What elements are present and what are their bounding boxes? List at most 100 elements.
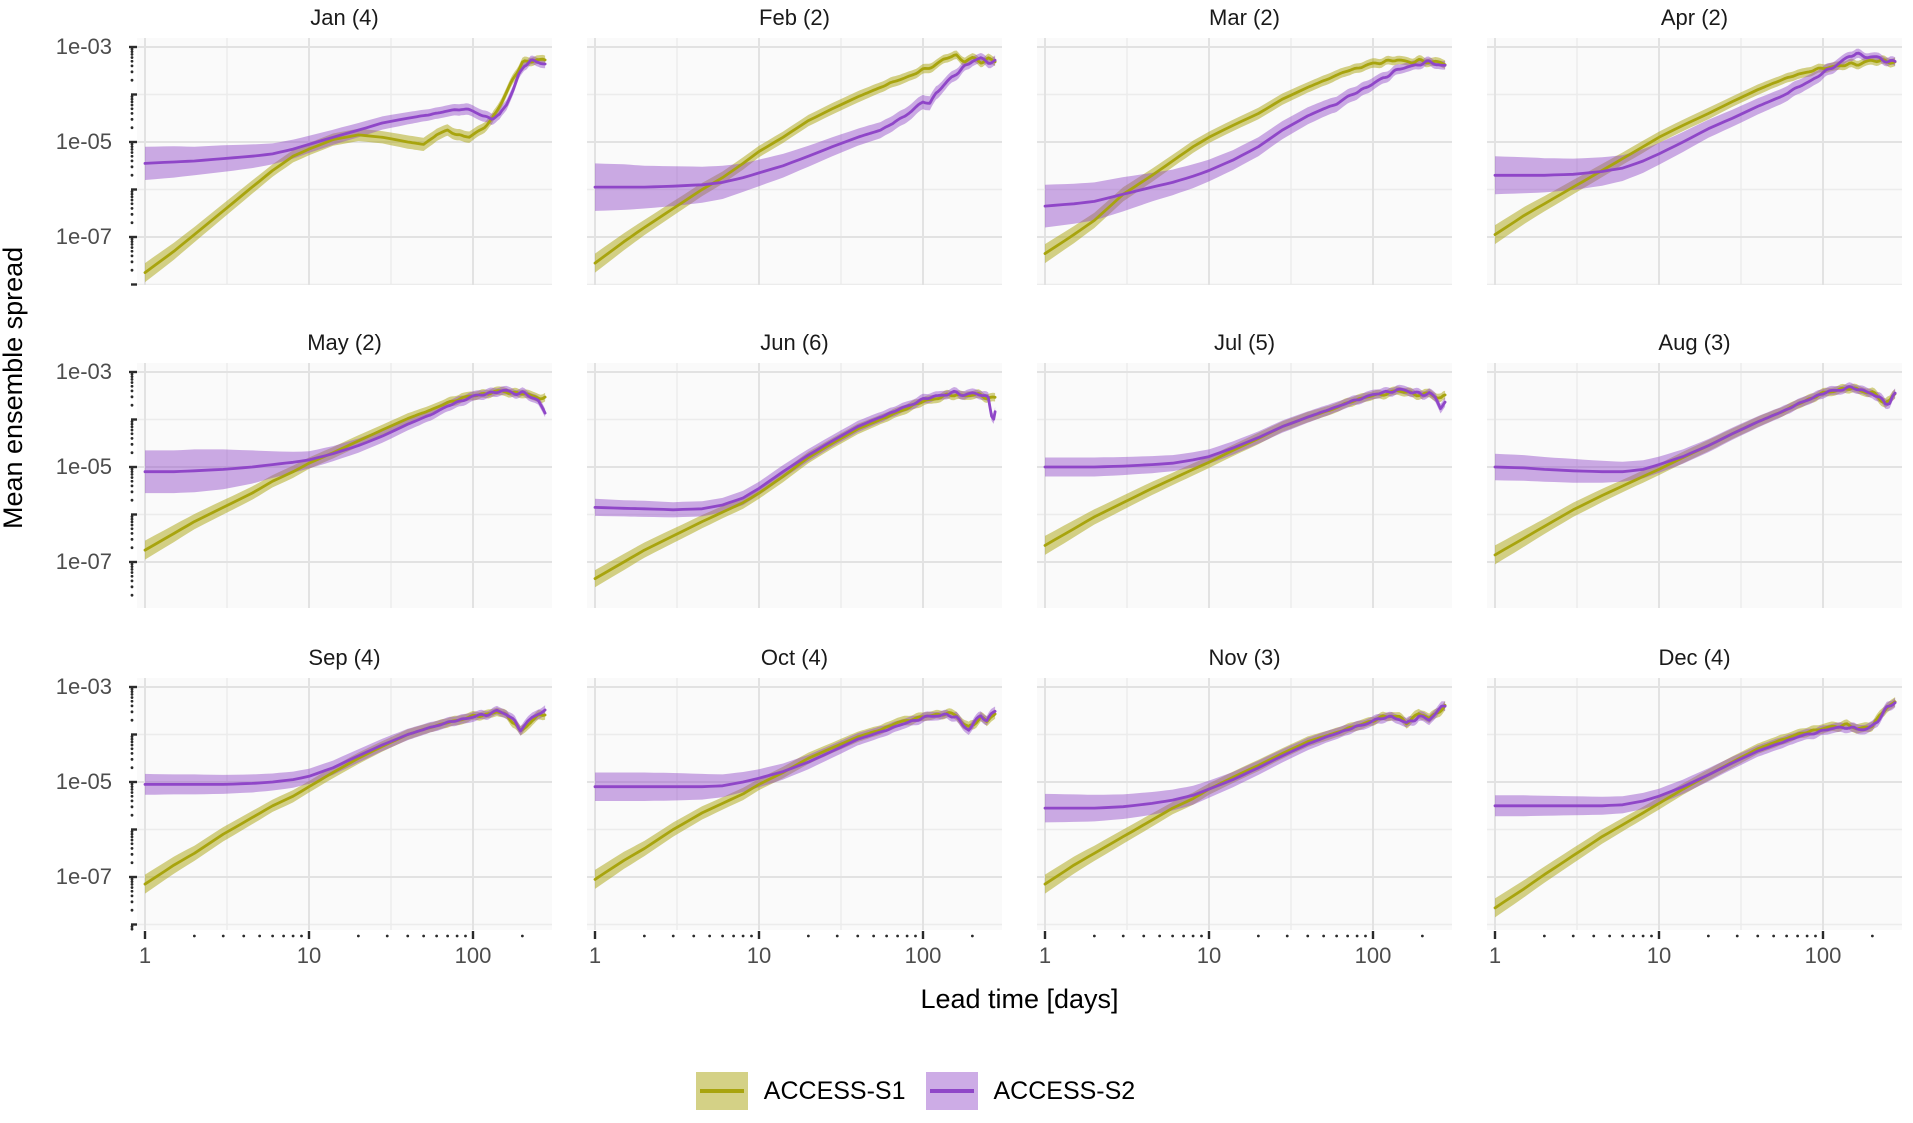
x-tick-label: 100 — [454, 943, 492, 968]
y-axis-title: Mean ensemble spread — [0, 246, 28, 529]
x-tick-label: 10 — [746, 943, 772, 968]
ribbon-access-s2 — [595, 53, 996, 211]
facet-panel — [1037, 38, 1452, 285]
x-tick-label: 100 — [1804, 943, 1842, 968]
panel-background — [137, 678, 552, 930]
line-access-s2 — [143, 58, 547, 165]
panel-background — [587, 363, 1002, 608]
y-tick-label: 1e-07 — [55, 864, 112, 889]
gridlines-major — [1487, 678, 1902, 930]
ribbon-access-s2 — [1495, 382, 1896, 483]
gridlines-major — [587, 38, 1002, 285]
facet-title: Jun (6) — [760, 330, 829, 355]
y-tick-label: 1e-05 — [55, 129, 112, 154]
line-access-s1 — [1493, 700, 1897, 910]
y-tick-label: 1e-03 — [55, 34, 112, 59]
facet-title: Dec (4) — [1658, 645, 1731, 670]
line-access-s2 — [1493, 51, 1897, 177]
panel-background — [137, 363, 552, 608]
ribbon-access-s2 — [1495, 48, 1896, 195]
ribbon-access-s2 — [595, 387, 996, 518]
x-tick-label: 10 — [1646, 943, 1672, 968]
y-tick-label: 1e-05 — [55, 454, 112, 479]
facet-title: Feb (2) — [759, 5, 830, 30]
ribbon-access-s2 — [595, 706, 996, 801]
legend-keyline-access-s1 — [699, 1089, 744, 1093]
facet-title: Oct (4) — [760, 645, 829, 670]
x-tick-label: 10 — [1196, 943, 1222, 968]
y-tick-label: 1e-03 — [55, 359, 112, 384]
facet-title: Jan (4) — [310, 5, 379, 30]
x-tick-label: 1 — [1038, 943, 1052, 968]
facet-panel — [137, 678, 552, 930]
panel-background — [1487, 678, 1902, 930]
line-access-s2 — [1043, 59, 1447, 208]
panel-background — [587, 678, 1002, 930]
x-tick-label: 1 — [1488, 943, 1502, 968]
legend-label-access-s1: ACCESS-S1 — [763, 1077, 906, 1105]
line-access-s2 — [593, 389, 997, 512]
legend-item-access-s2: ACCESS-S2 — [925, 1072, 1136, 1110]
y-tick-label: 1e-07 — [55, 549, 112, 574]
gridlines-major — [1037, 678, 1452, 930]
ribbon-access-s2 — [145, 55, 546, 180]
line-access-s1 — [1043, 57, 1447, 256]
facet-panel — [1487, 678, 1902, 930]
gridlines-minor — [587, 363, 1002, 608]
facet-panel — [137, 38, 552, 285]
gridlines-major — [137, 363, 552, 608]
panel-background — [1037, 363, 1452, 608]
line-access-s2 — [1043, 387, 1447, 469]
facet-panel — [1037, 363, 1452, 608]
gridlines-major — [137, 38, 552, 285]
y-tick-label: 1e-05 — [55, 769, 112, 794]
x-tick-label: 100 — [1354, 943, 1392, 968]
line-access-s2 — [1493, 701, 1897, 808]
facet-title: Mar (2) — [1209, 5, 1280, 30]
y-tick-label: 1e-07 — [55, 224, 112, 249]
facet-panel — [137, 363, 552, 608]
gridlines-minor — [1487, 678, 1902, 930]
facet-panel — [1037, 678, 1452, 930]
x-tick-label: 10 — [296, 943, 322, 968]
facet-panel — [1487, 38, 1902, 285]
gridlines-major — [1037, 363, 1452, 608]
legend-swatch-access-s2 — [925, 1072, 978, 1110]
gridlines-minor — [1037, 38, 1452, 285]
facet-title: Nov (3) — [1208, 645, 1281, 670]
gridlines-major — [1037, 38, 1452, 285]
gridlines-minor — [1487, 38, 1902, 285]
ribbon-access-s2 — [1045, 384, 1446, 477]
line-access-s1 — [1493, 58, 1897, 237]
legend-keyline-access-s2 — [929, 1089, 974, 1093]
gridlines-minor — [587, 678, 1002, 930]
line-access-s1 — [143, 57, 547, 275]
x-tick-label: 1 — [588, 943, 602, 968]
facet-panel — [1487, 363, 1902, 608]
gridlines-minor — [587, 38, 1002, 285]
line-access-s2 — [1493, 385, 1897, 474]
x-axis-title: Lead time [days] — [920, 984, 1119, 1014]
facet-panel — [587, 38, 1002, 285]
legend-swatch-access-s1 — [695, 1072, 748, 1110]
line-access-s2 — [593, 709, 997, 789]
facet-title: Apr (2) — [1660, 5, 1729, 30]
panel-background — [1487, 363, 1902, 608]
line-access-s2 — [1043, 704, 1447, 810]
facet-title: May (2) — [307, 330, 382, 355]
gridlines-minor — [137, 678, 552, 930]
facet-title: Aug (3) — [1658, 330, 1731, 355]
facet-panel — [587, 363, 1002, 608]
gridlines-major — [587, 678, 1002, 930]
facet-title: Sep (4) — [308, 645, 381, 670]
legend: ACCESS-S1 ACCESS-S2 — [0, 1072, 1872, 1110]
ribbon-access-s2 — [1495, 697, 1896, 817]
legend-label-access-s2: ACCESS-S2 — [993, 1077, 1136, 1105]
x-tick-label: 1 — [138, 943, 152, 968]
facet-title: Jul (5) — [1213, 330, 1276, 355]
panel-background — [137, 38, 552, 285]
line-access-s2 — [593, 56, 997, 189]
gridlines-minor — [137, 38, 552, 285]
ribbon-access-s2 — [145, 705, 546, 795]
